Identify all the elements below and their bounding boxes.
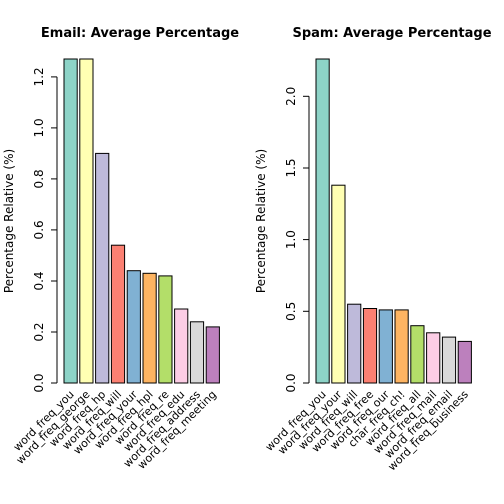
email-y-tick-label-7: 1.2 xyxy=(32,67,46,86)
spam-y-tick-label-2: 0.5 xyxy=(284,302,298,321)
spam-bars xyxy=(315,58,472,384)
spam-y-tick-label-5: 2.0 xyxy=(284,87,298,106)
spam-y-tick-label-3: 1.0 xyxy=(284,230,298,249)
email-y-tick-label-6: 1.0 xyxy=(32,118,46,137)
email-bars xyxy=(63,58,220,384)
email-x-tick-labels: word_freq_youword_freq_georgeword_freq_h… xyxy=(11,388,219,472)
spam-chart-title: Spam: Average Percentage xyxy=(292,26,491,41)
email-bar-9 xyxy=(189,321,205,384)
email-y-axis: 0.0 0.2 0.4 0.6 0.8 1.0 1.2 xyxy=(32,67,58,393)
spam-y-tick-label-1: 0.0 xyxy=(284,373,298,392)
spam-bar-9 xyxy=(441,336,457,384)
email-y-tick-label-2: 0.2 xyxy=(32,322,46,341)
email-bar-8 xyxy=(174,308,189,384)
spam-x-tick-labels: word_freq_youword_freq_yourword_freq_wil… xyxy=(263,388,471,474)
email-y-tick-label-4: 0.6 xyxy=(32,220,46,239)
spam-y-axis: 0.0 0.5 1.0 1.5 2.0 xyxy=(284,87,310,393)
email-chart: Email: Average Percentage Percentage Rel… xyxy=(2,26,239,472)
email-y-tick-label-5: 0.8 xyxy=(32,169,46,188)
email-bar-1 xyxy=(63,58,78,384)
spam-chart: Spam: Average Percentage Percentage Rela… xyxy=(254,26,492,473)
spam-bar-8 xyxy=(426,332,441,384)
spam-y-axis-label: Percentage Relative (%) xyxy=(254,149,268,293)
spam-bar-7 xyxy=(410,325,425,384)
spam-bar-2 xyxy=(331,184,346,384)
email-bar-7 xyxy=(158,275,173,384)
email-bar-10 xyxy=(205,326,220,384)
spam-y-tick-label-4: 1.5 xyxy=(284,158,298,177)
email-y-tick-label-1: 0.0 xyxy=(32,373,46,392)
email-bar-6 xyxy=(142,272,157,384)
email-bar-3 xyxy=(95,152,110,384)
email-bar-5 xyxy=(126,270,141,384)
spam-bar-6 xyxy=(394,309,409,384)
email-y-tick-label-3: 0.4 xyxy=(32,271,46,290)
email-bar-4 xyxy=(110,244,126,384)
spam-bar-1 xyxy=(315,58,330,384)
email-y-axis-label: Percentage Relative (%) xyxy=(2,149,16,293)
email-chart-title: Email: Average Percentage xyxy=(41,26,239,41)
spam-bar-10 xyxy=(457,340,472,384)
spam-bar-3 xyxy=(347,303,362,384)
spam-bar-4 xyxy=(362,308,378,384)
email-bar-2 xyxy=(79,58,94,384)
spam-bar-5 xyxy=(378,309,393,384)
